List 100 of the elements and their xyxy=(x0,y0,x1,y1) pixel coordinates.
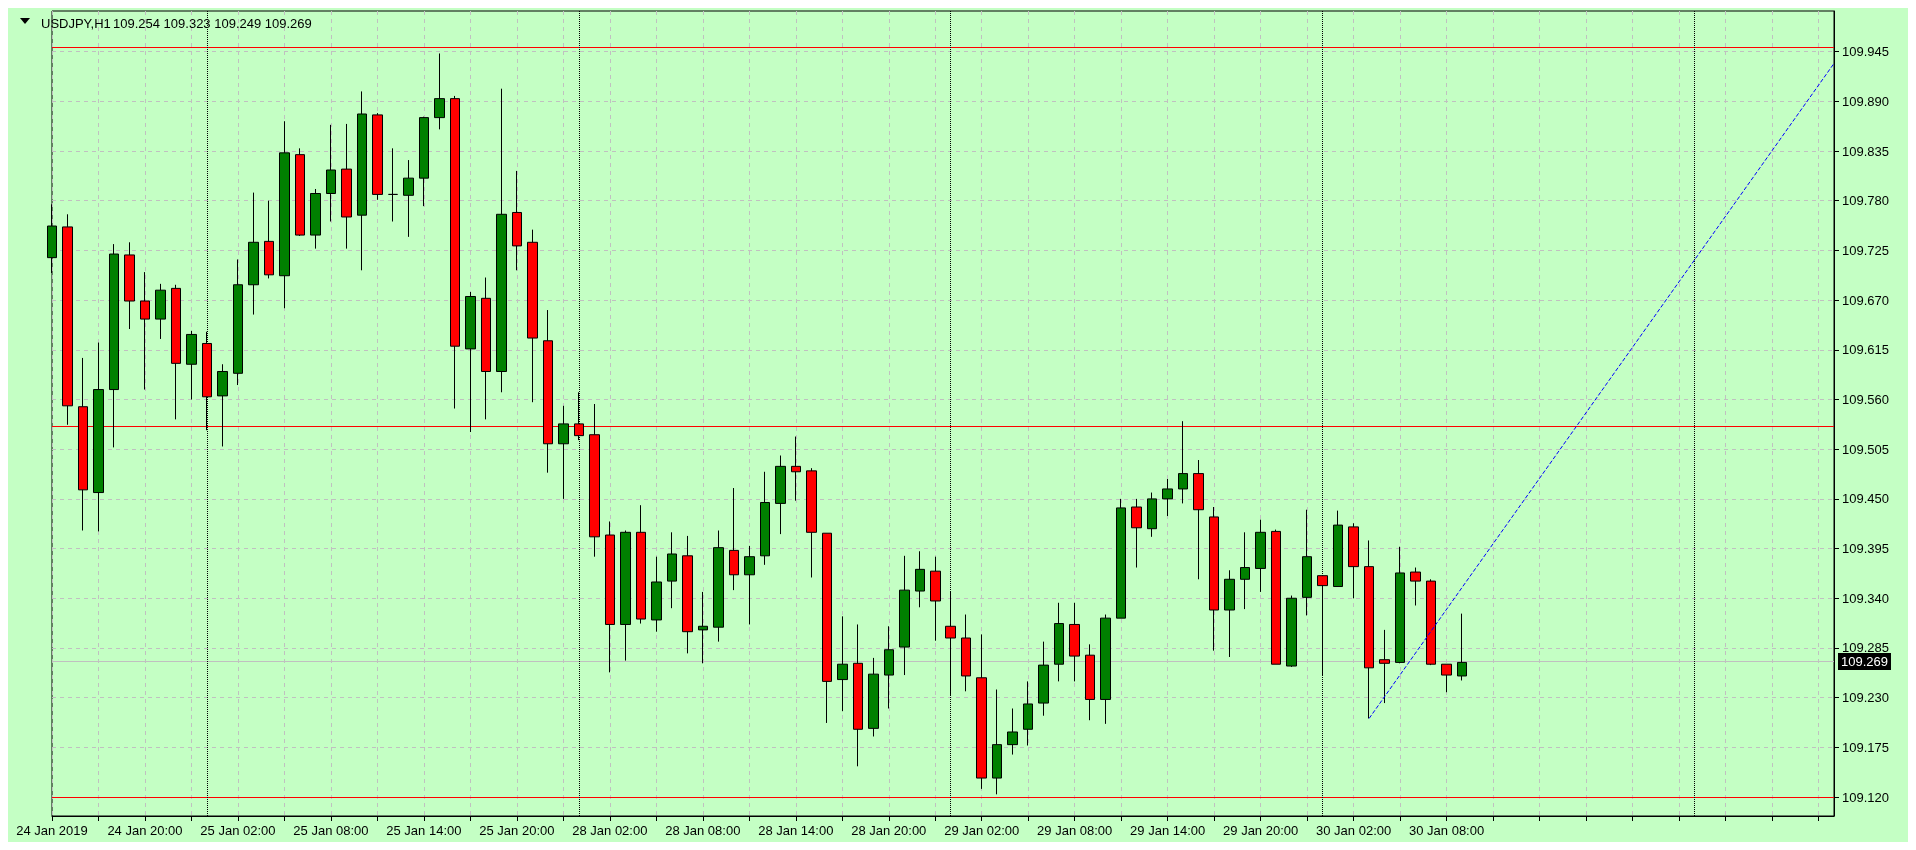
candlestick xyxy=(217,363,228,447)
y-tick-label: 109.615 xyxy=(1842,342,1889,358)
candlestick xyxy=(1286,595,1297,668)
candlestick xyxy=(667,531,677,609)
chart-title: USDJPY,H1 xyxy=(41,16,111,31)
candlestick xyxy=(868,657,879,737)
candlestick xyxy=(465,291,476,433)
candlestick xyxy=(930,556,941,642)
candlestick xyxy=(1100,614,1111,725)
y-tick-label: 109.175 xyxy=(1842,739,1889,755)
candlestick xyxy=(1224,569,1235,658)
x-tick-label: 29 Jan 14:00 xyxy=(1130,823,1206,838)
candlestick xyxy=(822,532,832,724)
candlestick xyxy=(1209,506,1219,652)
x-tick-label: 25 Jan 02:00 xyxy=(200,823,276,838)
candlestick xyxy=(233,258,243,386)
y-tick-label: 109.560 xyxy=(1842,392,1889,407)
y-tick-label: 109.340 xyxy=(1842,590,1889,606)
y-tick-label: 109.945 xyxy=(1842,44,1889,60)
candlestick xyxy=(403,159,414,238)
y-tick-label: 109.120 xyxy=(1842,789,1889,805)
x-tick-label: 29 Jan 20:00 xyxy=(1223,823,1299,838)
chart-subtitle: 109.254 109.323 109.249 109.269 xyxy=(113,16,312,31)
y-tick-label: 109.780 xyxy=(1842,193,1889,209)
candlestick xyxy=(326,124,336,223)
candlestick xyxy=(1240,531,1250,610)
candlestick xyxy=(1333,510,1343,588)
candlestick xyxy=(1379,629,1390,704)
candlestick xyxy=(605,520,615,673)
candlestick xyxy=(496,88,507,393)
candlestick xyxy=(450,95,460,410)
candlestick xyxy=(791,436,801,502)
x-tick-label: 25 Jan 14:00 xyxy=(386,823,462,838)
candlestick xyxy=(372,112,383,201)
y-tick-label: 109.285 xyxy=(1842,640,1889,656)
candlestick xyxy=(279,120,290,309)
y-tick-label: 109.835 xyxy=(1842,143,1889,159)
candlestick xyxy=(1116,498,1126,619)
candlestick xyxy=(109,243,119,448)
candlestick xyxy=(1023,680,1033,747)
candlestick xyxy=(682,535,693,654)
x-tick-label: 24 Jan 2019 xyxy=(16,823,88,838)
candlestick xyxy=(713,530,724,643)
candlestick xyxy=(434,52,445,130)
candlestick xyxy=(341,123,352,250)
x-tick-label: 25 Jan 08:00 xyxy=(293,823,369,838)
candlestick xyxy=(899,555,910,676)
x-tick-label: 25 Jan 20:00 xyxy=(479,823,555,838)
candlestick xyxy=(186,330,197,400)
candlestick xyxy=(419,116,429,207)
x-tick-label: 29 Jan 08:00 xyxy=(1037,823,1113,838)
candlestick xyxy=(1395,546,1405,664)
candlestick xyxy=(729,487,739,591)
candlestick xyxy=(1302,509,1312,616)
candlestick xyxy=(140,271,150,391)
y-tick-label: 109.725 xyxy=(1842,242,1889,258)
x-tick-label: 28 Jan 14:00 xyxy=(758,823,834,838)
y-tick-label: 109.890 xyxy=(1842,93,1889,109)
candlestick xyxy=(760,471,770,566)
candlestick xyxy=(651,556,662,633)
candlestick xyxy=(992,689,1002,795)
candlestick xyxy=(1054,602,1064,682)
y-tick-label: 109.505 xyxy=(1842,441,1889,457)
x-tick-label: 28 Jan 08:00 xyxy=(665,823,741,838)
candlestick xyxy=(976,633,987,790)
x-tick-label: 30 Jan 02:00 xyxy=(1316,823,1392,838)
candlestick xyxy=(1441,663,1452,693)
candlestick xyxy=(124,241,135,330)
candlestick xyxy=(884,625,894,709)
candlestick xyxy=(961,614,971,692)
candlestick xyxy=(1147,492,1157,538)
candlestick xyxy=(698,591,708,664)
candlestick xyxy=(1131,498,1142,569)
candlestick xyxy=(1255,519,1266,593)
candlestick xyxy=(775,455,786,535)
candlestick xyxy=(388,147,398,223)
candlestick xyxy=(806,467,817,578)
candlestick xyxy=(1410,567,1421,606)
x-tick-label: 30 Jan 08:00 xyxy=(1409,823,1485,838)
candlestick xyxy=(636,504,646,625)
candlestick xyxy=(1348,522,1359,599)
candlestick xyxy=(155,283,166,340)
candlestick xyxy=(512,170,522,271)
candlestick xyxy=(171,284,181,420)
candlestick xyxy=(1162,478,1173,517)
candlestick xyxy=(1271,529,1281,665)
candlestick xyxy=(1038,641,1049,717)
candlestick xyxy=(527,229,538,403)
candlestick xyxy=(853,623,863,767)
ref-line-label: 109.269 xyxy=(1841,654,1888,670)
candlestick xyxy=(1007,707,1018,756)
x-tick-label: 24 Jan 20:00 xyxy=(107,823,183,838)
candlestick xyxy=(744,545,755,625)
candlestick xyxy=(357,90,367,271)
y-tick-label: 109.230 xyxy=(1842,690,1889,706)
candlestick xyxy=(1178,420,1188,504)
candlestick xyxy=(264,200,274,279)
candlestick xyxy=(1364,539,1374,719)
x-tick-label: 28 Jan 02:00 xyxy=(572,823,648,838)
y-tick-label: 109.450 xyxy=(1842,491,1889,507)
